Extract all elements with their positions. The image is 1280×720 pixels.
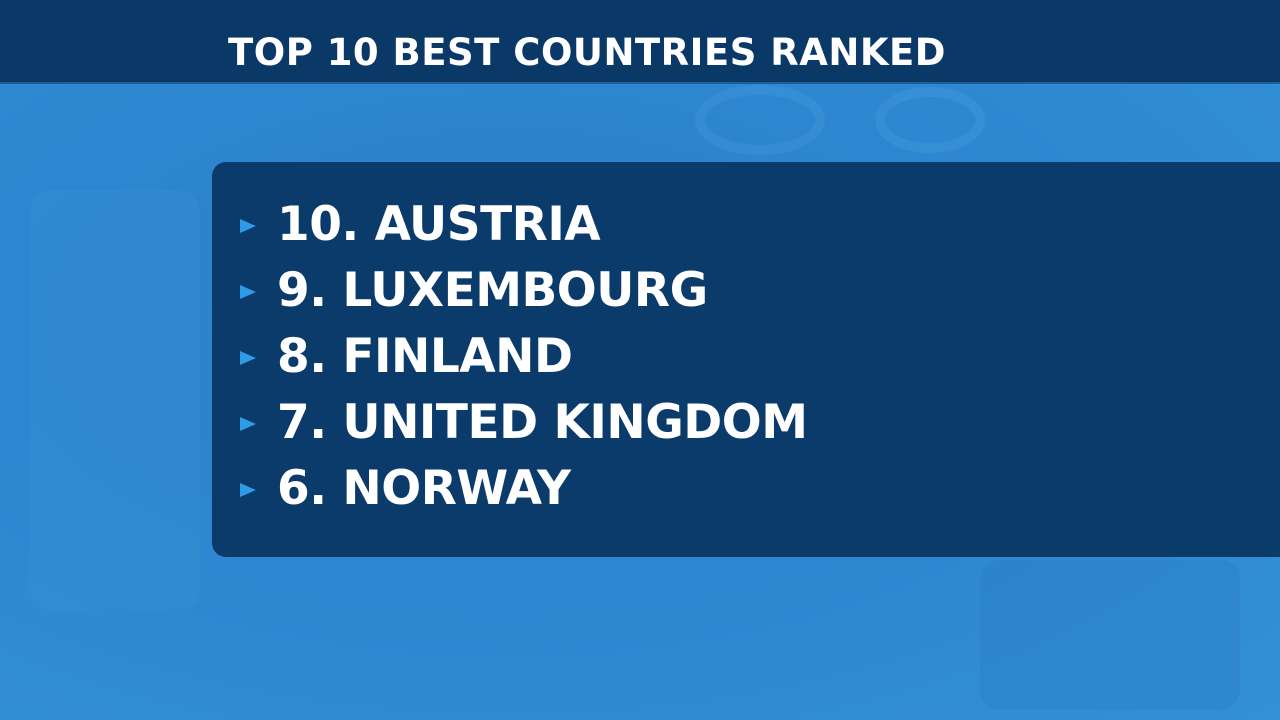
bullet (240, 417, 256, 431)
list-panel: 10. AUSTRIA 9. LUXEMBOURG 8. FINLAND 7. UNI… (212, 162, 1280, 557)
bullet (240, 483, 256, 497)
item-text: 10. AUSTRIA (277, 197, 601, 252)
item-text: 9. LUXEMBOURG (277, 263, 708, 318)
bullet-arrow (240, 483, 256, 497)
bullet-arrow (240, 219, 256, 233)
bullet (240, 285, 256, 299)
bullet-arrow (240, 417, 256, 431)
top-bar: TOP 10 BEST COUNTRIES RANKED (0, 0, 1280, 84)
item-text: 6. NORWAY (277, 461, 571, 516)
bullet (240, 351, 256, 365)
bullet-arrow (240, 351, 256, 365)
bg-shape (875, 87, 985, 153)
bullet-arrow (240, 285, 256, 299)
bg-shape (695, 85, 825, 155)
bullet (240, 219, 256, 233)
item-text: 8. FINLAND (277, 329, 573, 384)
item-text: 7. UNITED KINGDOM (277, 395, 808, 450)
bg-shape (980, 560, 1240, 710)
bg-shape (30, 190, 200, 610)
title: TOP 10 BEST COUNTRIES RANKED (228, 31, 946, 74)
